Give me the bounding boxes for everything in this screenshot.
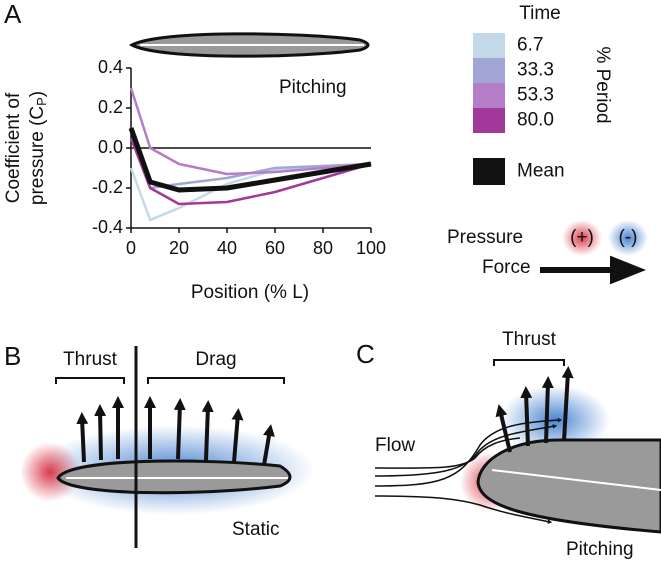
- pressure-glow: [608, 220, 648, 256]
- legend-swatch: [473, 83, 505, 108]
- x-axis-label: Position (% L): [191, 282, 309, 303]
- y-tick-label: -0.2: [92, 177, 123, 197]
- y-tick-label: -0.4: [92, 217, 123, 237]
- bracket-label: Thrust: [502, 329, 557, 350]
- legend-swatch: [473, 158, 505, 185]
- legend-title: Time: [519, 3, 561, 24]
- legend-label: 80.0: [517, 110, 554, 131]
- plot: 0.4 0.2 0.0 -0.2 -0.40 20 40 60 80 100: [92, 57, 386, 258]
- y-tick-label: 0.4: [98, 57, 123, 77]
- panel-label: C: [356, 339, 375, 369]
- x-tick-label: 0: [126, 238, 136, 258]
- legend-label: 53.3: [517, 85, 554, 106]
- chord-line: [491, 469, 661, 491]
- x-tick-label: 80: [313, 238, 333, 258]
- key-label: Force: [482, 257, 531, 278]
- y-tick-label: 0.2: [98, 97, 123, 117]
- bracket: [493, 359, 565, 366]
- x-tick-label: 40: [217, 238, 237, 258]
- x-tick-label: 100: [356, 238, 386, 258]
- x-tick-label: 60: [265, 238, 285, 258]
- force-arrows: [76, 396, 275, 466]
- panel-label: B: [4, 341, 21, 371]
- series-line: [129, 137, 372, 190]
- y-label-subscript: P: [34, 97, 49, 106]
- caption: Static: [232, 519, 280, 540]
- annotation: Pitching: [279, 77, 347, 98]
- series-line: [129, 87, 372, 176]
- y-axis-label: Coefficient of: [3, 92, 24, 203]
- legend-swatch: [473, 58, 505, 83]
- key-label: (+): [570, 227, 594, 248]
- pressure-glow: [20, 442, 80, 502]
- airfoil: [56, 459, 292, 495]
- caption: Pitching: [566, 539, 634, 560]
- series-line: [128, 127, 372, 193]
- y-label-part: ): [27, 91, 48, 97]
- legend-label: 6.7: [517, 35, 543, 56]
- key-label: Pressure: [447, 227, 523, 248]
- force-arrows: [495, 366, 574, 453]
- series-line: [129, 137, 372, 206]
- y-label-part: pressure (C: [27, 106, 48, 205]
- key-label: (-): [619, 227, 638, 248]
- legend-label: Mean: [517, 161, 565, 182]
- legend-swatch: [473, 33, 505, 58]
- bracket: [55, 377, 285, 384]
- y-axis-label: pressure (CP): [27, 91, 49, 205]
- pressure-glow: [562, 220, 602, 256]
- legend-axis-label: % Period: [592, 46, 613, 123]
- y-tick-label: 0.0: [98, 137, 123, 157]
- x-tick-label: 20: [169, 238, 189, 258]
- flow-label: Flow: [375, 435, 415, 456]
- legend-swatch: [473, 108, 505, 133]
- bracket-label: Drag: [195, 349, 236, 370]
- panel-label: A: [4, 0, 22, 29]
- bracket-label: Thrust: [63, 349, 118, 370]
- legend-label: 33.3: [517, 60, 554, 81]
- legend: 6.7 33.3 53.3 80.0 Mean: [473, 33, 565, 185]
- airfoil: [476, 438, 661, 534]
